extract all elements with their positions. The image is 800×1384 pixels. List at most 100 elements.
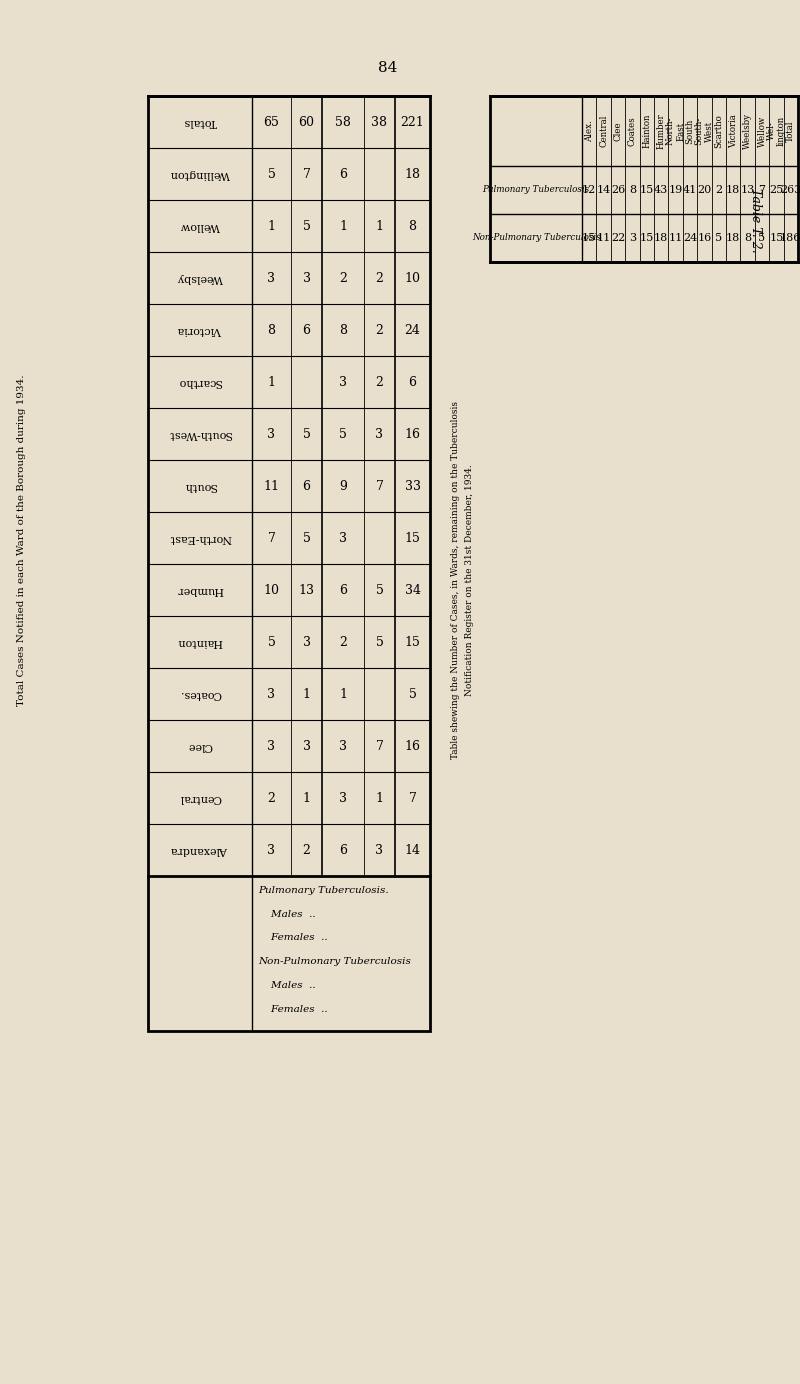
Text: Victoria: Victoria [729, 113, 738, 148]
Text: 8: 8 [339, 324, 347, 336]
Text: Central: Central [179, 793, 221, 803]
Text: Pulmonary Tuberculosis: Pulmonary Tuberculosis [482, 185, 590, 195]
Text: 1: 1 [375, 220, 383, 233]
Text: 16: 16 [405, 428, 421, 440]
Text: 25: 25 [770, 185, 783, 195]
Text: 8: 8 [409, 220, 417, 233]
Text: 22: 22 [611, 233, 625, 244]
Text: 7: 7 [409, 792, 417, 804]
Text: Victoria: Victoria [178, 325, 222, 335]
Text: 12: 12 [582, 185, 596, 195]
Text: 3: 3 [375, 843, 383, 857]
Text: 84: 84 [378, 61, 398, 75]
Text: 7: 7 [758, 185, 766, 195]
Text: 3: 3 [302, 739, 310, 753]
Text: 18: 18 [726, 233, 740, 244]
Text: 221: 221 [401, 115, 424, 129]
Text: Central: Central [599, 115, 608, 147]
Text: Wellow: Wellow [758, 115, 766, 147]
Text: 5: 5 [302, 531, 310, 544]
Text: Coates.: Coates. [179, 689, 221, 699]
Text: 11: 11 [669, 233, 682, 244]
Text: Clee: Clee [187, 740, 213, 752]
Text: 2: 2 [375, 324, 383, 336]
Text: 263: 263 [780, 185, 800, 195]
Text: 3: 3 [267, 271, 275, 285]
Text: 2: 2 [715, 185, 722, 195]
Text: 3: 3 [375, 428, 383, 440]
Text: 15: 15 [640, 233, 654, 244]
Text: Notification Register on the 31st December, 1934.: Notification Register on the 31st Decemb… [465, 464, 474, 696]
Text: Table T. 2.: Table T. 2. [750, 188, 762, 252]
Text: 2: 2 [267, 792, 275, 804]
Text: 3: 3 [339, 531, 347, 544]
Text: 6: 6 [302, 479, 310, 493]
Text: 16: 16 [405, 739, 421, 753]
Text: 18: 18 [654, 233, 668, 244]
Text: 11: 11 [597, 233, 610, 244]
Text: 38: 38 [371, 115, 387, 129]
Text: 1: 1 [375, 792, 383, 804]
Text: Humber: Humber [657, 113, 666, 149]
Text: Weelsby: Weelsby [743, 113, 752, 149]
Text: 20: 20 [698, 185, 711, 195]
Text: 10: 10 [405, 271, 421, 285]
Text: Males  ..: Males .. [258, 981, 316, 990]
Text: North-East: North-East [169, 533, 231, 543]
Text: 6: 6 [302, 324, 310, 336]
Text: Coates: Coates [628, 116, 637, 145]
Text: 7: 7 [375, 739, 383, 753]
Text: 24: 24 [683, 233, 697, 244]
Text: 5: 5 [409, 688, 417, 700]
Bar [490, 95, 798, 262]
Text: 1: 1 [302, 688, 310, 700]
Text: Females  ..: Females .. [258, 933, 328, 943]
Text: 5: 5 [302, 428, 310, 440]
Text: 2: 2 [339, 271, 347, 285]
Text: Hainton: Hainton [642, 113, 651, 148]
Text: Hainton: Hainton [177, 637, 223, 646]
Text: 1: 1 [267, 375, 275, 389]
Text: 8: 8 [629, 185, 636, 195]
Text: 5: 5 [758, 233, 766, 244]
Text: 5: 5 [715, 233, 722, 244]
Text: Humber: Humber [177, 585, 223, 595]
Text: Total Cases Notified in each Ward of the Borough during 1934.: Total Cases Notified in each Ward of the… [18, 374, 26, 706]
Text: 2: 2 [302, 843, 310, 857]
Text: 6: 6 [339, 584, 347, 597]
Text: Non-Pulmonary Tuberculosis: Non-Pulmonary Tuberculosis [258, 958, 411, 966]
Text: 18: 18 [726, 185, 740, 195]
Text: 65: 65 [263, 115, 279, 129]
Text: 9: 9 [339, 479, 347, 493]
Text: 15: 15 [405, 635, 421, 649]
Text: 5: 5 [339, 428, 347, 440]
Text: 60: 60 [298, 115, 314, 129]
Text: Males  ..: Males .. [258, 909, 316, 919]
Text: 6: 6 [409, 375, 417, 389]
Text: 7: 7 [375, 479, 383, 493]
Text: 19: 19 [669, 185, 682, 195]
Text: 5: 5 [267, 167, 275, 180]
Text: 24: 24 [405, 324, 421, 336]
Text: 1: 1 [339, 688, 347, 700]
Text: 13: 13 [298, 584, 314, 597]
Text: 11: 11 [263, 479, 279, 493]
Text: 26: 26 [611, 185, 625, 195]
Text: 5: 5 [375, 584, 383, 597]
Text: 14: 14 [405, 843, 421, 857]
Text: 3: 3 [339, 739, 347, 753]
Text: 6: 6 [339, 167, 347, 180]
Text: 1: 1 [302, 792, 310, 804]
Text: 3: 3 [339, 375, 347, 389]
Text: 3: 3 [339, 792, 347, 804]
Text: Non-Pulmonary Tuberculosis: Non-Pulmonary Tuberculosis [472, 234, 600, 242]
Text: 15: 15 [582, 233, 596, 244]
Text: South-West: South-West [168, 429, 232, 439]
Text: 3: 3 [267, 739, 275, 753]
Text: 5: 5 [267, 635, 275, 649]
Text: Wellow: Wellow [180, 221, 220, 231]
Text: 2: 2 [375, 375, 383, 389]
Text: Wel-
lington: Wel- lington [766, 116, 786, 147]
Text: 10: 10 [263, 584, 279, 597]
Bar [148, 95, 430, 1031]
